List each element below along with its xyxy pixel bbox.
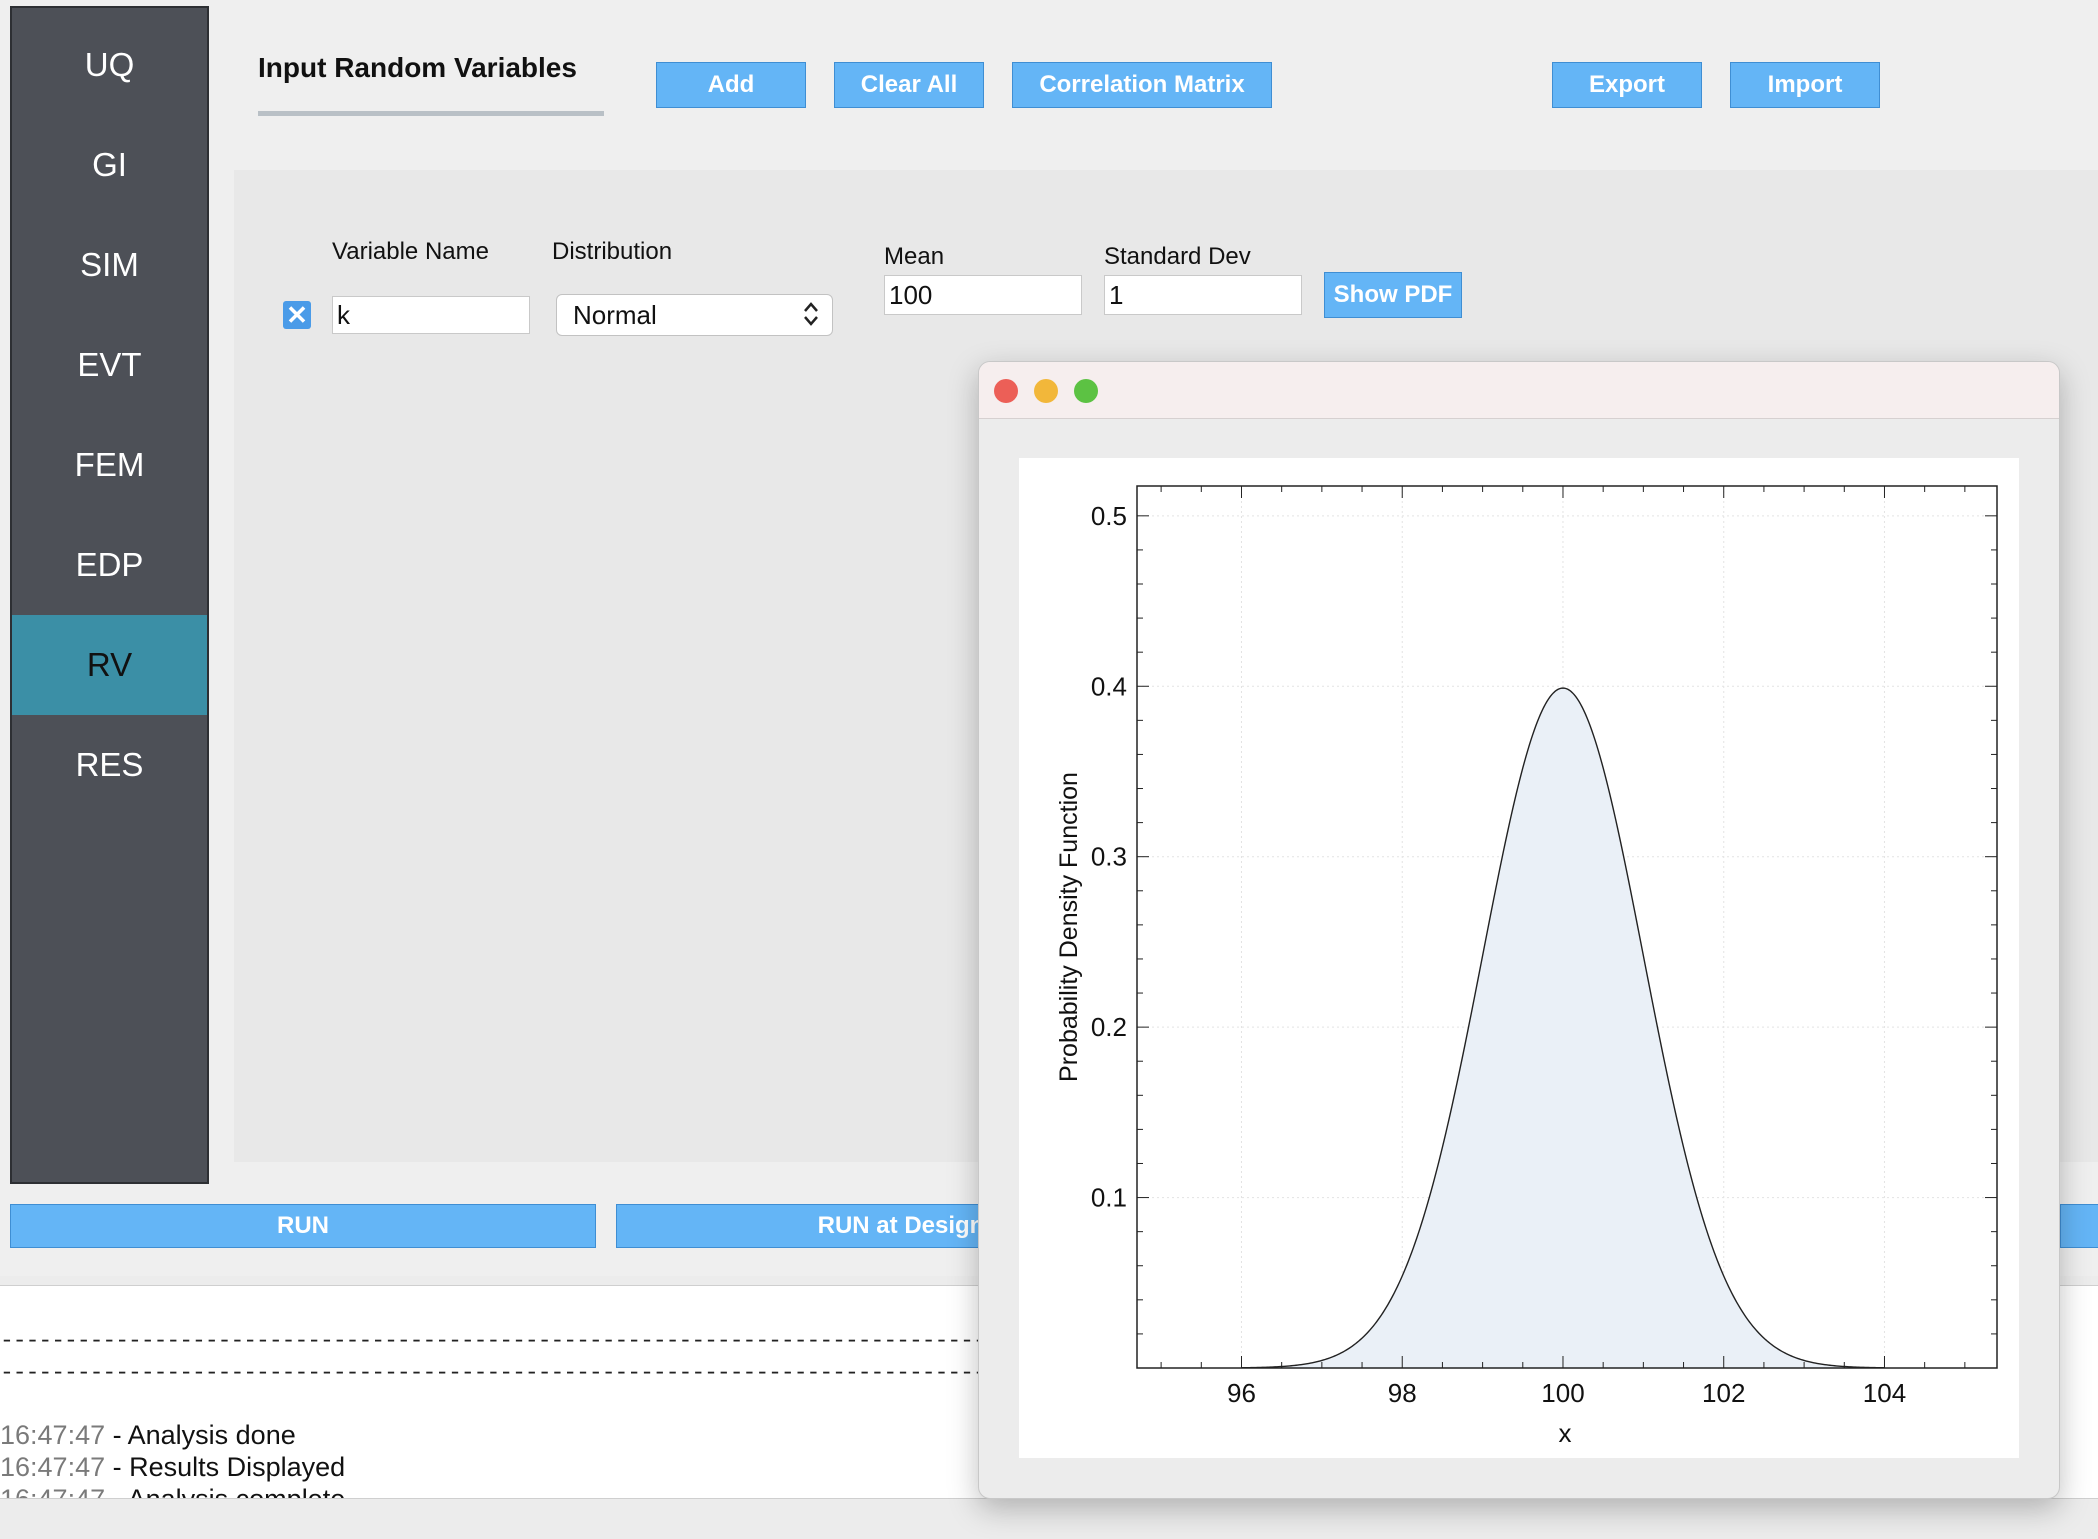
- console-line: 16:47:47 - Results Displayed: [0, 1452, 345, 1483]
- sidebar-item-uq[interactable]: UQ: [12, 15, 207, 115]
- variable-name-header: Variable Name: [332, 238, 489, 265]
- page-title: Input Random Variables: [258, 52, 577, 83]
- sidebar-item-rv[interactable]: RV: [12, 615, 207, 715]
- variable-select-checkbox[interactable]: ✕: [283, 301, 311, 329]
- window-close-icon[interactable]: [994, 379, 1018, 403]
- pdf-chart: 96 98 100 102 104 0.1 0.2 0.3 0.4 0.5 x Probability…: [1055, 485, 1998, 1448]
- x-tick-label: 96: [1227, 1378, 1256, 1408]
- export-button[interactable]: Export: [1552, 62, 1702, 108]
- correlation-matrix-button[interactable]: Correlation Matrix: [1012, 62, 1272, 108]
- sidebar-item-gi[interactable]: GI: [12, 115, 207, 215]
- mean-input[interactable]: [884, 275, 1082, 315]
- y-tick-label: 0.1: [1091, 1183, 1127, 1213]
- chevron-updown-icon: [802, 299, 820, 336]
- pdf-curve: [1241, 687, 1885, 1369]
- distribution-select-value: Normal: [573, 299, 657, 330]
- x-tick-label: 104: [1863, 1378, 1906, 1408]
- pdf-plot-area: 96 98 100 102 104 0.1 0.2 0.3 0.4 0.5 x Probability…: [1019, 458, 2019, 1458]
- y-tick-label: 0.2: [1091, 1012, 1127, 1042]
- window-minimize-icon[interactable]: [1034, 379, 1058, 403]
- console-message: Results Displayed: [129, 1452, 346, 1482]
- console-timestamp: 16:47:47: [0, 1452, 106, 1482]
- sidebar-item-label: GI: [92, 146, 127, 183]
- y-tick-label: 0.5: [1091, 501, 1127, 531]
- console-line: 16:47:47 - Analysis done: [0, 1420, 296, 1451]
- console-message: Analysis done: [127, 1420, 296, 1450]
- y-axis-label: Probability Density Function: [1055, 772, 1083, 1082]
- sidebar-item-label: FEM: [74, 446, 145, 483]
- sidebar-item-label: EVT: [77, 346, 142, 383]
- pdf-window: 96 98 100 102 104 0.1 0.2 0.3 0.4 0.5 x Probability…: [978, 361, 2060, 1499]
- sidebar-item-label: RV: [86, 646, 133, 683]
- pdf-area-fill: [1241, 688, 1885, 1368]
- variable-name-input[interactable]: [332, 296, 530, 334]
- sidebar-item-label: SIM: [80, 246, 139, 283]
- pdf-window-titlebar[interactable]: [979, 362, 2059, 419]
- y-tick-label: 0.3: [1091, 842, 1127, 872]
- import-button[interactable]: Import: [1730, 62, 1880, 108]
- title-underline: [258, 111, 604, 116]
- sidebar-item-label: EDP: [75, 546, 144, 583]
- sidebar-item-res[interactable]: RES: [12, 715, 207, 815]
- sidebar-item-edp[interactable]: EDP: [12, 515, 207, 615]
- distribution-header: Distribution: [552, 238, 673, 265]
- sidebar-item-label: UQ: [84, 46, 135, 83]
- run-button-partial[interactable]: [2060, 1204, 2098, 1248]
- y-tick-label: 0.4: [1091, 671, 1127, 701]
- checkmark-icon: ✕: [286, 300, 308, 330]
- run-button[interactable]: RUN: [10, 1204, 596, 1248]
- sidebar-item-fem[interactable]: FEM: [12, 415, 207, 515]
- mean-label: Mean: [884, 243, 945, 270]
- distribution-select[interactable]: Normal: [556, 294, 833, 336]
- show-pdf-button[interactable]: Show PDF: [1324, 272, 1462, 318]
- standard-dev-label: Standard Dev: [1104, 243, 1251, 270]
- clear-all-button[interactable]: Clear All: [834, 62, 984, 108]
- console-separator: ----------------------------------------…: [0, 1328, 1012, 1354]
- window-maximize-icon[interactable]: [1074, 379, 1098, 403]
- x-tick-label: 102: [1702, 1378, 1745, 1408]
- sidebar-item-label: RES: [75, 746, 144, 783]
- x-axis-label: x: [1559, 1418, 1572, 1448]
- console-timestamp: 16:47:47: [0, 1420, 106, 1450]
- x-tick-label: 100: [1541, 1378, 1584, 1408]
- x-tick-label: 98: [1388, 1378, 1417, 1408]
- console-sep: -: [105, 1452, 130, 1482]
- plot-frame: [1136, 485, 1998, 1369]
- standard-dev-input[interactable]: [1104, 275, 1302, 315]
- console-sep: -: [105, 1420, 128, 1450]
- sidebar-item-sim[interactable]: SIM: [12, 215, 207, 315]
- status-bar: [0, 1498, 2098, 1539]
- console-separator: ----------------------------------------…: [0, 1360, 1012, 1386]
- add-button[interactable]: Add: [656, 62, 806, 108]
- sidebar: UQ GI SIM EVT FEM EDP RV RES: [10, 6, 209, 1184]
- sidebar-item-evt[interactable]: EVT: [12, 315, 207, 415]
